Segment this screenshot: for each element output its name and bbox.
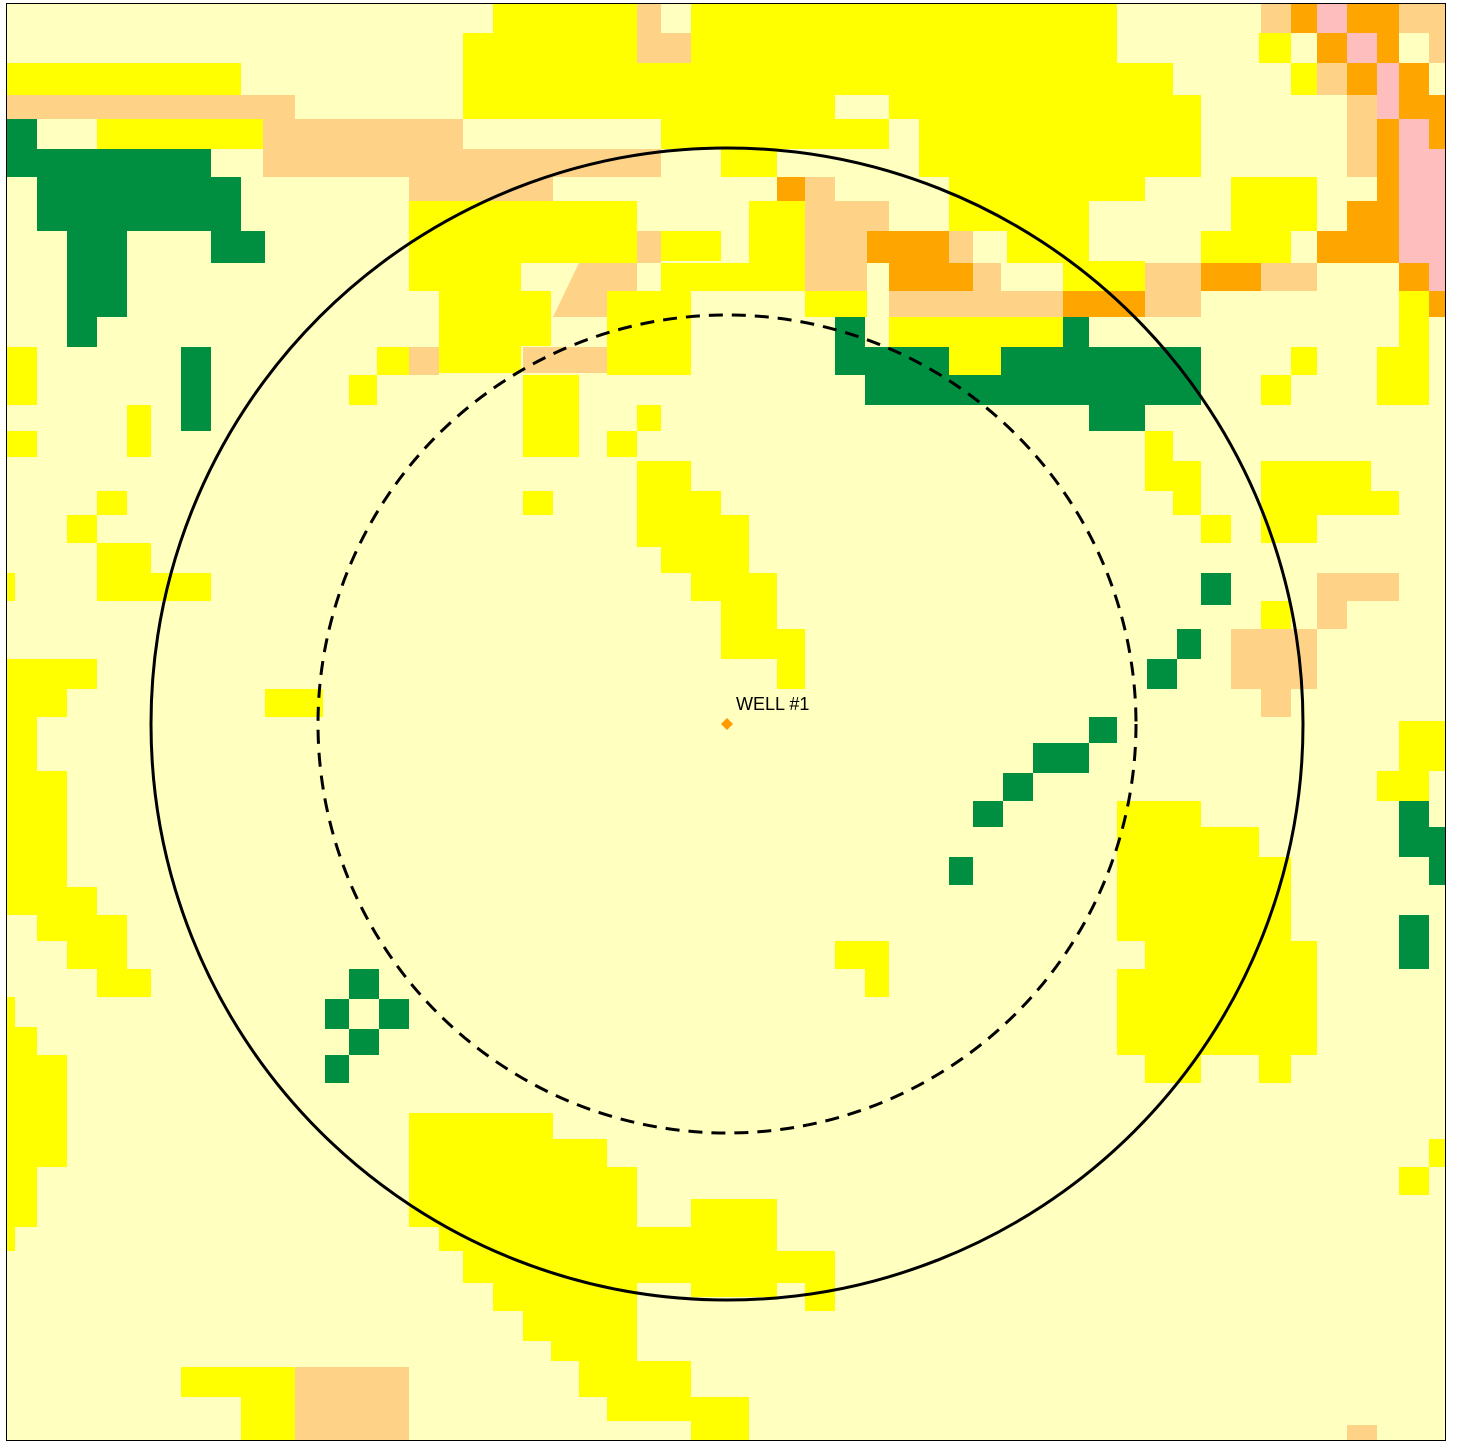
orange-patches (777, 4, 1445, 317)
pink-patches (1317, 4, 1445, 291)
map-frame: WELL #1 (6, 3, 1446, 1441)
yellow-patches (7, 4, 1445, 1440)
green-patches (7, 119, 1445, 1083)
tan-patches (7, 4, 1445, 1440)
well-marker-icon (721, 718, 733, 730)
land-cover-map: WELL #1 (7, 4, 1445, 1440)
well-label: WELL #1 (736, 694, 809, 714)
outer-ring (149, 146, 1305, 1302)
well-1[interactable]: WELL #1 (721, 694, 809, 730)
inner-ring (316, 313, 1138, 1135)
